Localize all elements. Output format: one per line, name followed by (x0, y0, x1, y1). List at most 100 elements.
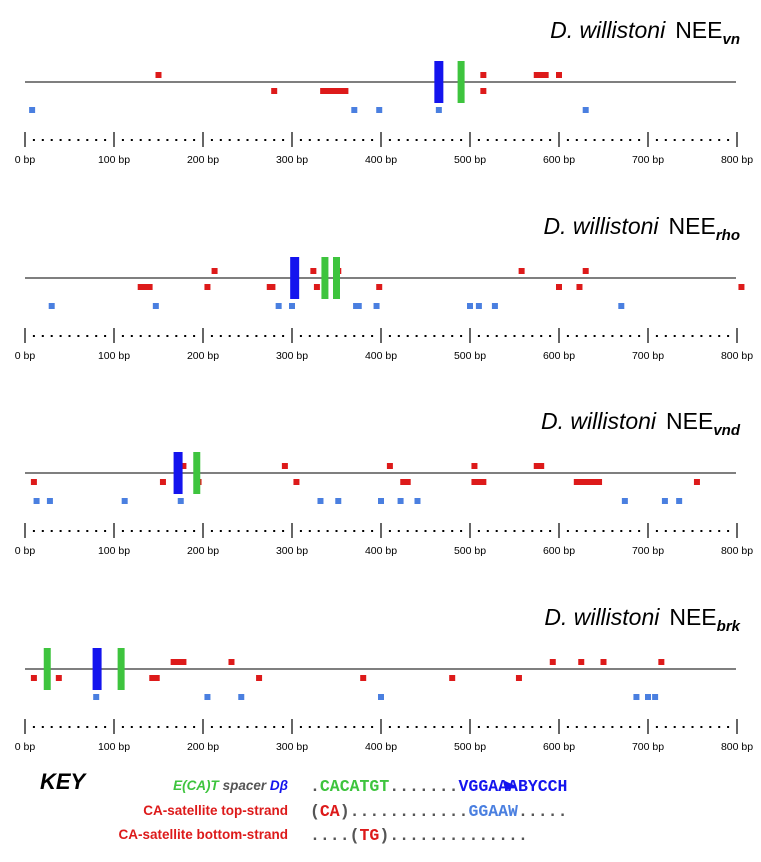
ruler-dot (442, 139, 445, 141)
ruler-dot (397, 335, 400, 337)
ruler-tick-label: 200 bp (187, 545, 219, 557)
panel-title-sub: brk (717, 618, 741, 635)
ca-bottom-strand-mark (289, 303, 295, 309)
key-label-top-strand: CA-satellite top-strand (143, 803, 288, 818)
ruler-dot (308, 139, 311, 141)
ruler-dot (353, 335, 356, 337)
ruler-dot (593, 139, 596, 141)
ruler-dot (255, 335, 258, 337)
ca-bottom-strand-mark (376, 107, 383, 113)
ca-top-strand-mark (137, 284, 144, 290)
ruler-dot (353, 726, 356, 728)
ruler-dot (335, 335, 338, 337)
ca-top-strand-mark (542, 72, 549, 78)
ruler-dot (602, 726, 605, 728)
ca-top-strand-mark (310, 268, 317, 274)
ca-bottom-strand-mark (378, 694, 384, 700)
ruler-tick-label: 500 bp (454, 350, 486, 362)
ruler-dot (184, 335, 187, 337)
ruler-dot (68, 139, 71, 141)
ruler-dot (664, 139, 667, 141)
ruler-dot (388, 335, 391, 337)
ruler-dot (104, 530, 107, 532)
ruler-dot (59, 530, 62, 532)
ruler-dot (664, 726, 667, 728)
ruler-dot (41, 530, 44, 532)
panel-title-sub: vn (722, 31, 740, 48)
ruler-dot (673, 530, 676, 532)
ruler-dot (620, 726, 623, 728)
ruler-dot (460, 139, 463, 141)
ruler-dot (700, 726, 703, 728)
ruler-dot (246, 726, 249, 728)
ruler-tick-label: 0 bp (15, 545, 36, 557)
ruler-dot (344, 726, 347, 728)
ruler-dot (157, 530, 160, 532)
ruler-dot (406, 139, 409, 141)
ruler-dot (41, 139, 44, 141)
ca-bottom-strand-mark (467, 303, 473, 309)
key-label-spacer: spacer (219, 778, 270, 793)
ruler-dot (397, 726, 400, 728)
ruler-dot (682, 726, 685, 728)
ca-top-strand-mark (180, 463, 187, 469)
ruler-dot (433, 726, 436, 728)
ruler-dot (193, 530, 196, 532)
ruler-dot (620, 335, 623, 337)
ruler-dot (593, 726, 596, 728)
eca-site-bar (321, 257, 329, 299)
ruler-dot (718, 530, 721, 532)
ruler-dot (673, 335, 676, 337)
ca-bottom-strand-mark (618, 303, 625, 309)
ruler-dot (486, 530, 489, 532)
ca-top-strand-mark (153, 675, 160, 681)
ruler-dot (157, 335, 160, 337)
ruler-dot (727, 335, 730, 337)
ruler-dot (638, 726, 641, 728)
ruler-dot (362, 139, 365, 141)
ca-bottom-strand-mark (414, 498, 421, 504)
ca-top-strand-mark (404, 479, 411, 485)
ruler-dot (59, 139, 62, 141)
ruler-dot (477, 726, 480, 728)
ca-top-strand-mark (55, 675, 62, 681)
ruler-tick-label: 700 bp (632, 350, 664, 362)
ruler-tick-label: 400 bp (365, 741, 397, 753)
key-seq-part: )............ (340, 802, 469, 821)
ruler-dot (709, 139, 712, 141)
ca-top-strand-mark (471, 463, 478, 469)
ruler-dot (460, 335, 463, 337)
dbeta-site-bar (92, 648, 102, 690)
ca-top-strand-mark (591, 479, 598, 485)
ruler-dot (77, 726, 80, 728)
ruler-dot (691, 335, 694, 337)
ruler-tick-label: 600 bp (543, 154, 575, 166)
ca-top-strand-mark (475, 479, 482, 485)
ruler-dot (335, 726, 338, 728)
ruler-dot (718, 335, 721, 337)
ruler-dot (415, 139, 418, 141)
ruler-dot (299, 530, 302, 532)
ca-bottom-strand-mark (29, 107, 36, 113)
ruler-dot (575, 139, 578, 141)
ca-top-strand-mark (360, 675, 367, 681)
ruler-dot (415, 530, 418, 532)
ruler-dot (77, 530, 80, 532)
ruler-tick-label: 300 bp (276, 741, 308, 753)
ca-bottom-strand-mark (621, 498, 628, 504)
ca-bottom-strand-mark (48, 303, 55, 309)
ca-bottom-strand-mark (652, 694, 659, 700)
ruler-dot (362, 530, 365, 532)
eca-site-bar (43, 648, 51, 690)
eca-site-bar (193, 452, 201, 494)
ruler-dot (629, 335, 632, 337)
ruler-tick-label: 800 bp (721, 154, 753, 166)
ruler-dot (219, 335, 222, 337)
ruler-dot (255, 530, 258, 532)
ruler-dot (442, 335, 445, 337)
ruler-dot (264, 335, 267, 337)
ruler-dot (540, 139, 543, 141)
ca-top-strand-mark (271, 88, 278, 94)
ruler-dot (718, 726, 721, 728)
